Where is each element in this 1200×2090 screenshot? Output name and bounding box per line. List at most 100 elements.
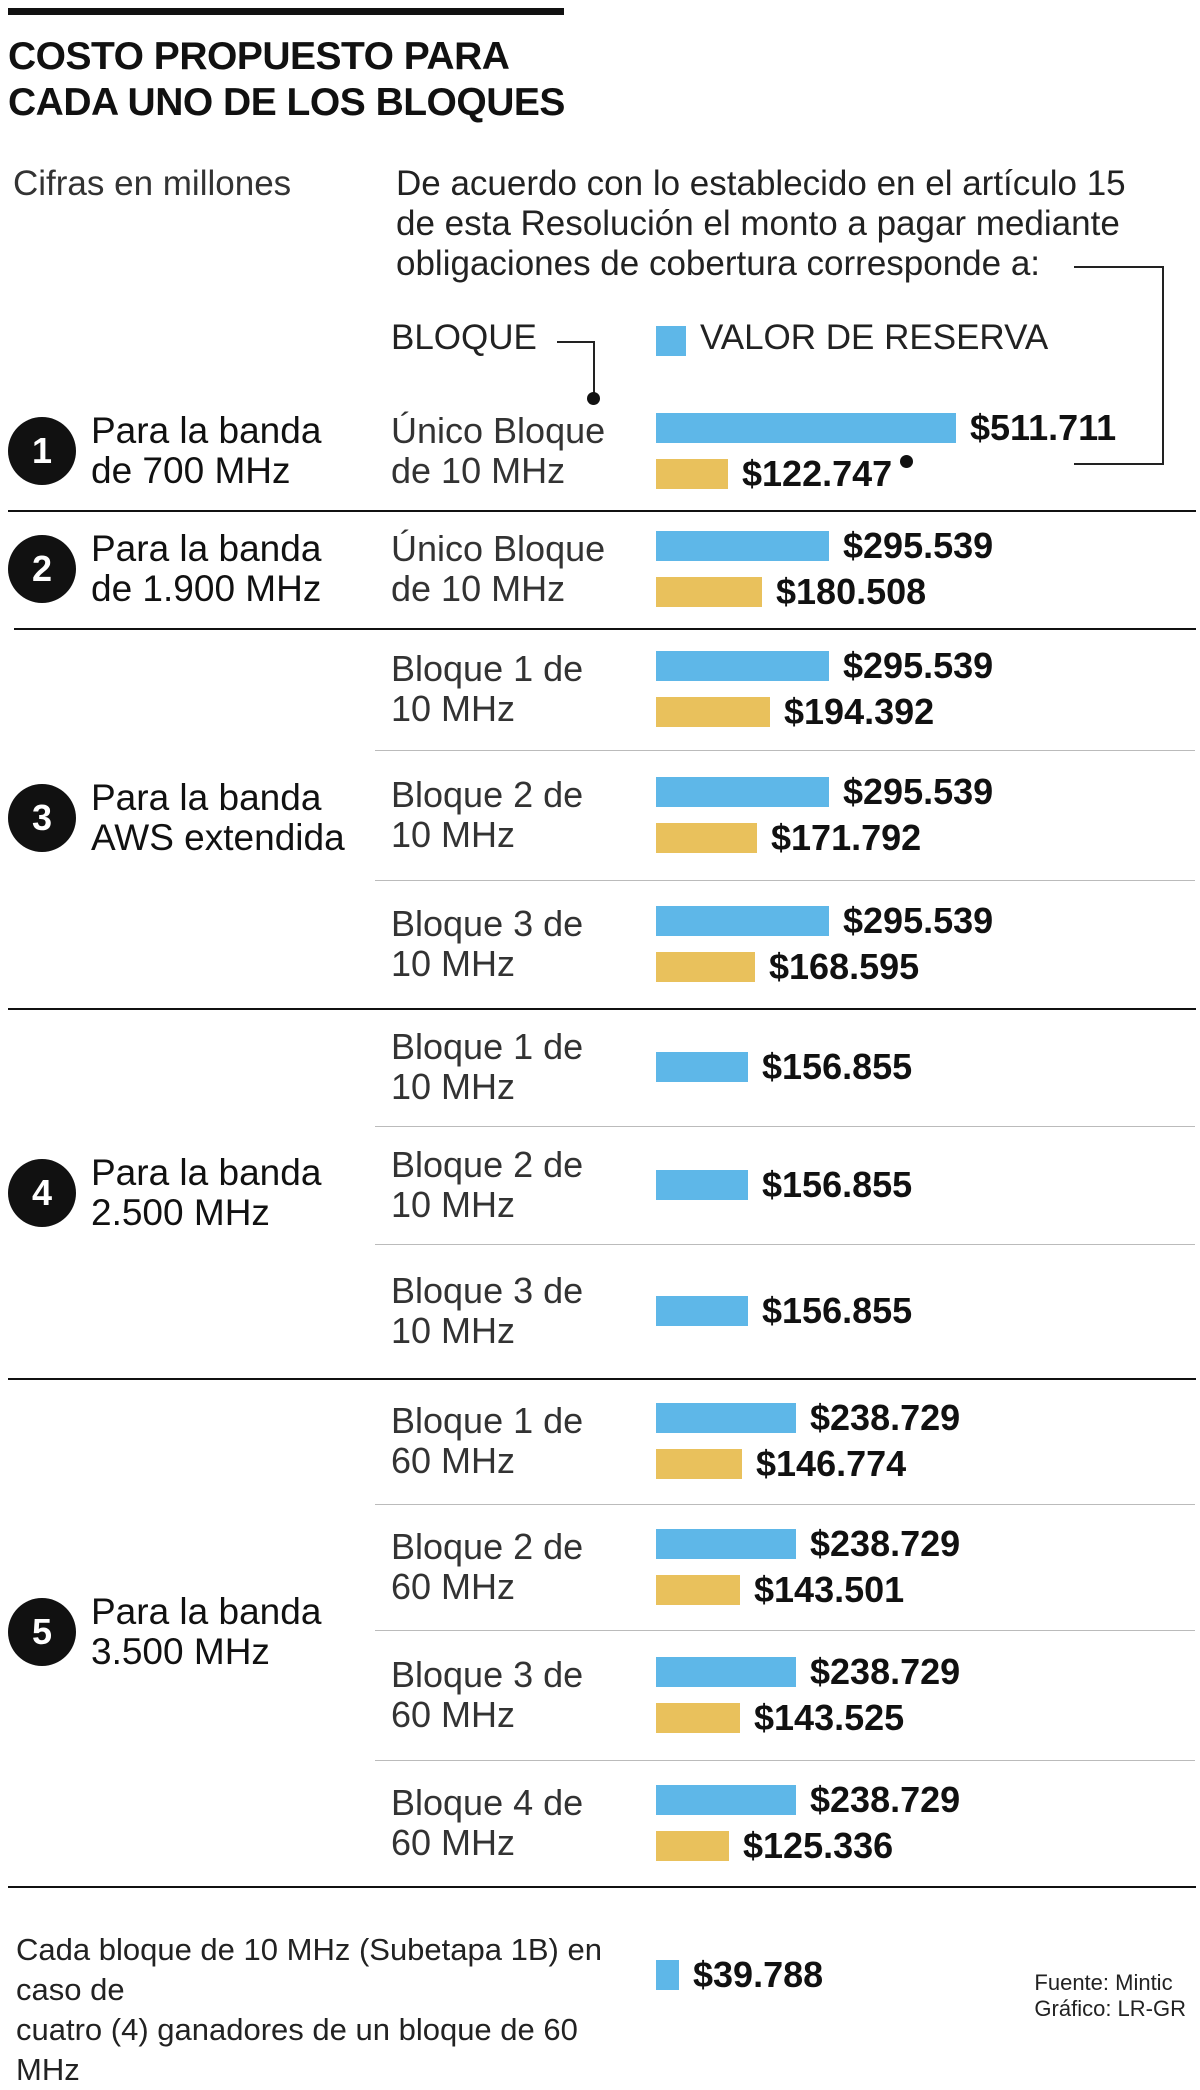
- column-header-block: BLOQUE: [391, 318, 537, 357]
- band-label: Para la banda 3.500 MHz: [91, 1592, 321, 1672]
- block-separator: [375, 1504, 1195, 1505]
- coverage-value-label: $171.792: [771, 817, 922, 858]
- block-connector-dot: [587, 392, 600, 405]
- reserve-value-label: $511.711: [970, 407, 1117, 448]
- band-separator: [8, 1008, 1196, 1010]
- coverage-bar: [656, 1831, 729, 1861]
- graphic-credit: Gráfico: LR-GR: [1034, 1996, 1186, 2021]
- block-label-line-1: Bloque 3 de: [391, 1270, 584, 1311]
- block-label-line-1: Único Bloque: [391, 410, 606, 451]
- title-line-1: COSTO PROPUESTO PARA: [8, 35, 510, 78]
- reserve-value-label: $156.855: [762, 1046, 913, 1087]
- credits: Fuente: Mintic Gráfico: LR-GR: [1034, 1970, 1186, 2022]
- reserve-value-label: $156.855: [762, 1290, 913, 1331]
- reserve-value-label: $238.729: [810, 1779, 961, 1820]
- block-connector-line: [557, 341, 595, 395]
- block-label: Bloque 1 de 10 MHz: [391, 649, 583, 729]
- block-label: Bloque 2 de 10 MHz: [391, 1145, 583, 1225]
- band-separator: [8, 1886, 1196, 1888]
- reserve-value-label: $238.729: [810, 1397, 961, 1438]
- block-label-line-2: 10 MHz: [391, 943, 516, 984]
- reserve-bar: [656, 1403, 796, 1433]
- source-credit: Fuente: Mintic: [1034, 1970, 1173, 1995]
- reserve-bar: [656, 531, 829, 561]
- block-label: Bloque 3 de 10 MHz: [391, 1271, 583, 1351]
- band-label-line-1: Para la banda: [91, 410, 322, 451]
- band-label: Para la banda 2.500 MHz: [91, 1153, 321, 1233]
- band-label-line-1: Para la banda: [91, 777, 322, 818]
- block-label: Bloque 3 de 10 MHz: [391, 904, 583, 984]
- block-label: Bloque 2 de 10 MHz: [391, 775, 583, 855]
- reserve-value-label: $238.729: [810, 1523, 961, 1564]
- block-label-line-1: Bloque 4 de: [391, 1782, 584, 1823]
- reserve-bar: [656, 1657, 796, 1687]
- block-label-line-2: 60 MHz: [391, 1822, 516, 1863]
- units-subtitle: Cifras en millones: [13, 164, 292, 203]
- legend-label-reserve: VALOR DE RESERVA: [700, 318, 1049, 357]
- reserve-value-label: $156.855: [762, 1164, 913, 1205]
- block-label-line-2: 10 MHz: [391, 1184, 516, 1225]
- coverage-value-label: $143.501: [754, 1569, 905, 1610]
- block-label-line-1: Bloque 2 de: [391, 1144, 584, 1185]
- note-line-2: de esta Resolución el monto a pagar medi…: [396, 204, 1120, 243]
- block-separator: [375, 750, 1195, 751]
- coverage-value-label: $122.747: [742, 453, 893, 494]
- band-number-circle: 3: [8, 784, 76, 852]
- extra-reserve-bar: [656, 1960, 679, 1990]
- coverage-value-label: $168.595: [769, 946, 920, 987]
- block-separator: [375, 1760, 1195, 1761]
- band-number-circle: 1: [8, 417, 76, 485]
- block-label: Bloque 3 de 60 MHz: [391, 1655, 583, 1735]
- band-label-line-1: Para la banda: [91, 1591, 322, 1632]
- coverage-bar: [656, 577, 762, 607]
- block-label-line-2: de 10 MHz: [391, 450, 566, 491]
- block-label-line-1: Bloque 1 de: [391, 1400, 584, 1441]
- block-label-line-1: Único Bloque: [391, 528, 606, 569]
- block-label-line-1: Bloque 2 de: [391, 774, 584, 815]
- note-connector-dot: [900, 455, 913, 468]
- block-label-line-2: 60 MHz: [391, 1694, 516, 1735]
- band-label: Para la banda de 700 MHz: [91, 411, 321, 491]
- top-rule: [8, 8, 564, 15]
- reserve-bar: [656, 651, 829, 681]
- coverage-bar: [656, 1575, 740, 1605]
- reserve-bar: [656, 1052, 748, 1082]
- reserve-value-label: $295.539: [843, 525, 994, 566]
- block-separator: [375, 1244, 1195, 1245]
- band-number-circle: 2: [8, 535, 76, 603]
- block-separator: [375, 880, 1195, 881]
- coverage-value-label: $143.525: [754, 1697, 905, 1738]
- block-separator: [375, 1630, 1195, 1631]
- reserve-bar: [656, 1785, 796, 1815]
- band-label-line-1: Para la banda: [91, 1152, 322, 1193]
- legend-swatch-reserve: [656, 326, 686, 356]
- block-label-line-2: 10 MHz: [391, 1066, 516, 1107]
- chart-title: COSTO PROPUESTO PARA CADA UNO DE LOS BLO…: [8, 34, 565, 126]
- note-line-1: De acuerdo con lo establecido en el artí…: [396, 164, 1126, 203]
- block-label-line-2: 60 MHz: [391, 1566, 516, 1607]
- reserve-bar: [656, 777, 829, 807]
- band-separator: [8, 1378, 1196, 1380]
- block-label-line-1: Bloque 3 de: [391, 1654, 584, 1695]
- band-number-circle: 5: [8, 1598, 76, 1666]
- coverage-bar: [656, 697, 770, 727]
- reserve-value-label: $295.539: [843, 771, 994, 812]
- band-label-line-2: de 1.900 MHz: [91, 568, 322, 609]
- note-connector-line: [1074, 266, 1164, 465]
- footnote: Cada bloque de 10 MHz (Subetapa 1B) en c…: [16, 1930, 616, 2090]
- block-label-line-1: Bloque 2 de: [391, 1526, 584, 1567]
- band-separator: [14, 628, 1196, 630]
- reserve-bar: [656, 1529, 796, 1559]
- coverage-value-label: $125.336: [743, 1825, 894, 1866]
- coverage-bar: [656, 823, 757, 853]
- band-number-circle: 4: [8, 1159, 76, 1227]
- band-label-line-2: 3.500 MHz: [91, 1631, 270, 1672]
- reserve-bar: [656, 413, 956, 443]
- extra-reserve-value-label: $39.788: [693, 1954, 824, 1995]
- block-label-line-1: Bloque 1 de: [391, 648, 584, 689]
- band-separator: [8, 510, 1196, 512]
- footnote-line-2: cuatro (4) ganadores de un bloque de 60 …: [16, 2012, 578, 2087]
- coverage-bar: [656, 459, 728, 489]
- block-label-line-2: 10 MHz: [391, 688, 516, 729]
- coverage-value-label: $194.392: [784, 691, 935, 732]
